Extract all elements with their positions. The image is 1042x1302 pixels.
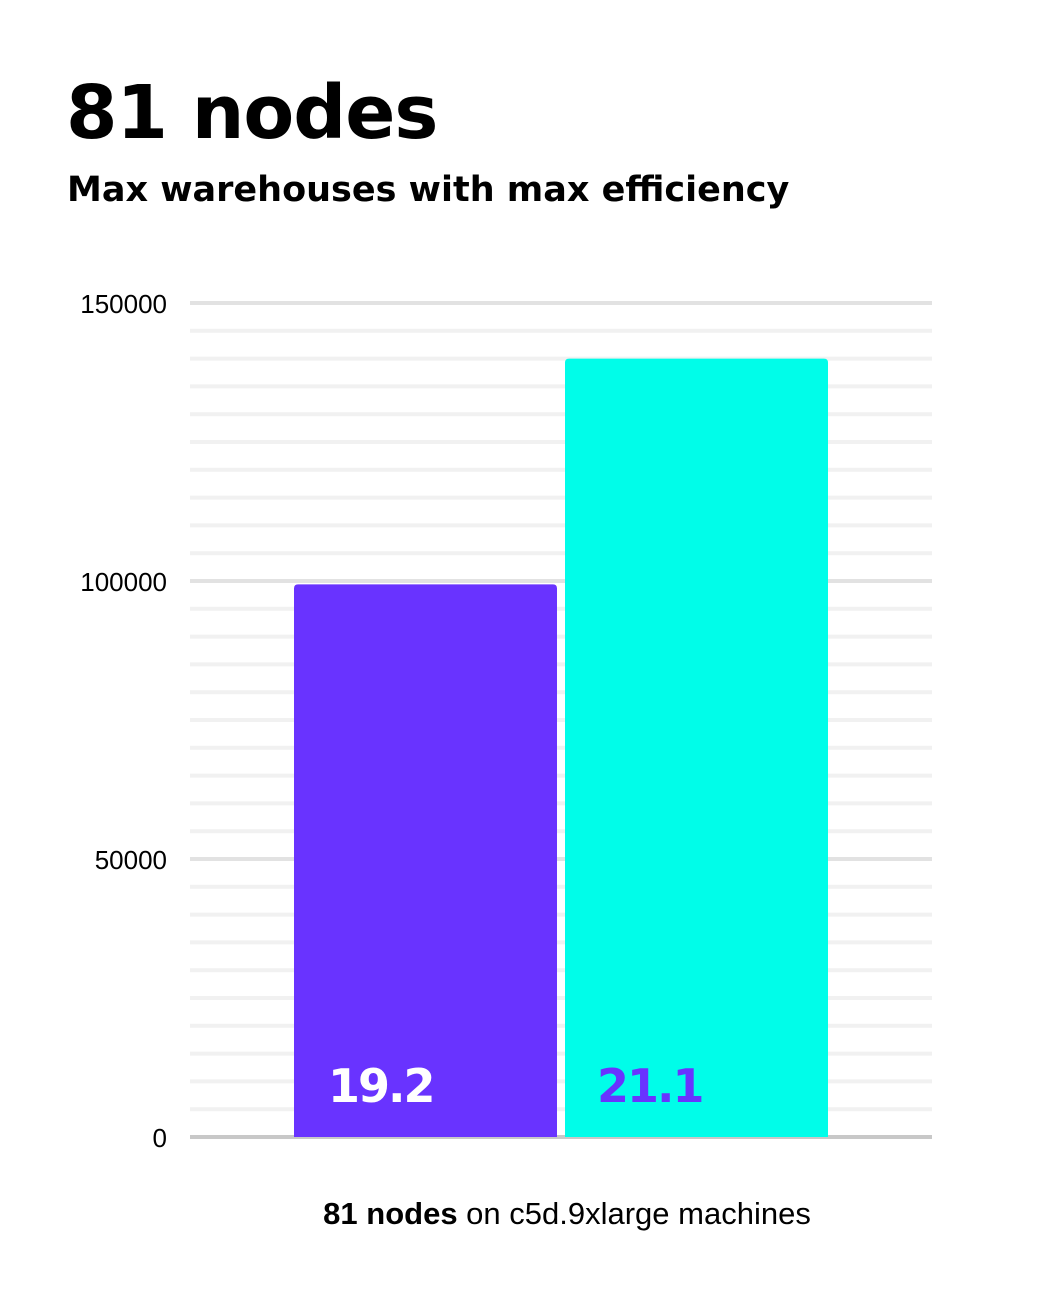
y-tick-label: 0 (153, 1123, 167, 1153)
y-tick-label: 100000 (80, 567, 167, 597)
x-axis-label: 81 nodes on c5d.9xlarge machines (0, 1196, 1042, 1232)
bar-data-label: 21.1 (597, 1059, 703, 1113)
y-tick-label: 50000 (95, 845, 167, 875)
bar (294, 584, 557, 1137)
y-tick-label: 150000 (80, 289, 167, 319)
bar (565, 358, 828, 1138)
chart-subtitle: Max warehouses with max efficiency (67, 170, 790, 210)
bar-data-label: 19.2 (328, 1059, 434, 1113)
x-axis-label-rest: on c5d.9xlarge machines (457, 1196, 811, 1231)
chart-title: 81 nodes (66, 70, 438, 156)
x-axis-label-bold: 81 nodes (323, 1196, 458, 1231)
